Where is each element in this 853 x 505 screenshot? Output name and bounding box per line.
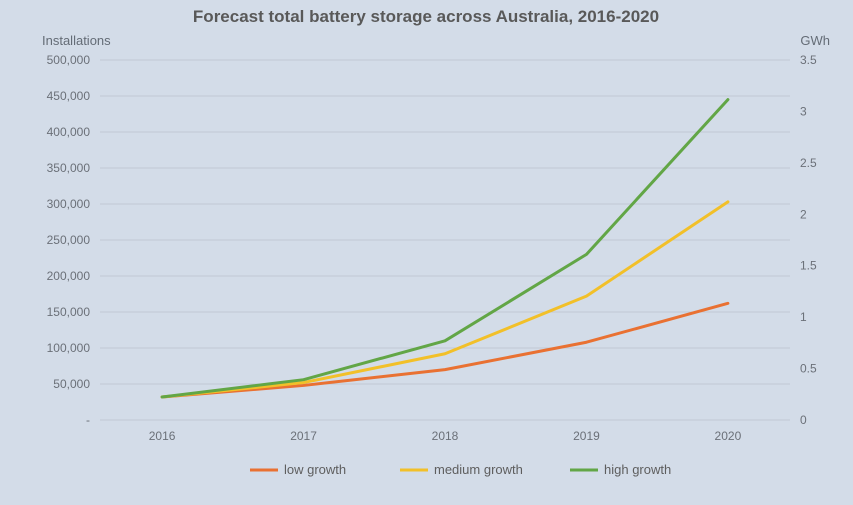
y-right-tick-label: 3.5 — [800, 53, 817, 67]
y-left-tick-label: 500,000 — [47, 53, 91, 67]
y-left-tick-label: 250,000 — [47, 233, 91, 247]
y-left-tick-label: 100,000 — [47, 341, 91, 355]
y-right-tick-label: 1.5 — [800, 259, 817, 273]
y-left-tick-label: 450,000 — [47, 89, 91, 103]
battery-forecast-chart: Forecast total battery storage across Au… — [0, 0, 853, 505]
y-right-tick-label: 2.5 — [800, 156, 817, 170]
x-tick-label: 2018 — [432, 429, 459, 443]
y-left-tick-label: 50,000 — [53, 377, 90, 391]
legend-label-high-growth: high growth — [604, 462, 671, 477]
legend-label-medium-growth: medium growth — [434, 462, 523, 477]
y-right-tick-label: 1 — [800, 310, 807, 324]
legend-label-low-growth: low growth — [284, 462, 346, 477]
y-left-tick-label: 300,000 — [47, 197, 91, 211]
y-right-tick-label: 0.5 — [800, 362, 817, 376]
x-tick-label: 2017 — [290, 429, 317, 443]
y-left-tick-label: - — [86, 413, 90, 427]
y-right-axis-title: GWh — [800, 33, 830, 48]
y-left-tick-label: 200,000 — [47, 269, 91, 283]
y-left-tick-label: 400,000 — [47, 125, 91, 139]
y-left-axis-title: Installations — [42, 33, 111, 48]
chart-title: Forecast total battery storage across Au… — [193, 7, 659, 26]
y-left-tick-label: 350,000 — [47, 161, 91, 175]
x-tick-label: 2020 — [715, 429, 742, 443]
y-right-tick-label: 2 — [800, 207, 807, 221]
chart-svg: Forecast total battery storage across Au… — [0, 0, 853, 505]
y-left-tick-label: 150,000 — [47, 305, 91, 319]
x-tick-label: 2019 — [573, 429, 600, 443]
y-right-tick-label: 0 — [800, 413, 807, 427]
y-right-tick-label: 3 — [800, 104, 807, 118]
x-tick-label: 2016 — [149, 429, 176, 443]
